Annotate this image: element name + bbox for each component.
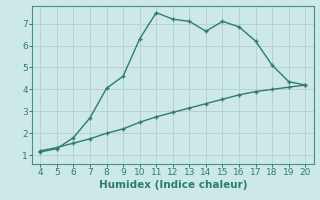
X-axis label: Humidex (Indice chaleur): Humidex (Indice chaleur) (99, 180, 247, 190)
